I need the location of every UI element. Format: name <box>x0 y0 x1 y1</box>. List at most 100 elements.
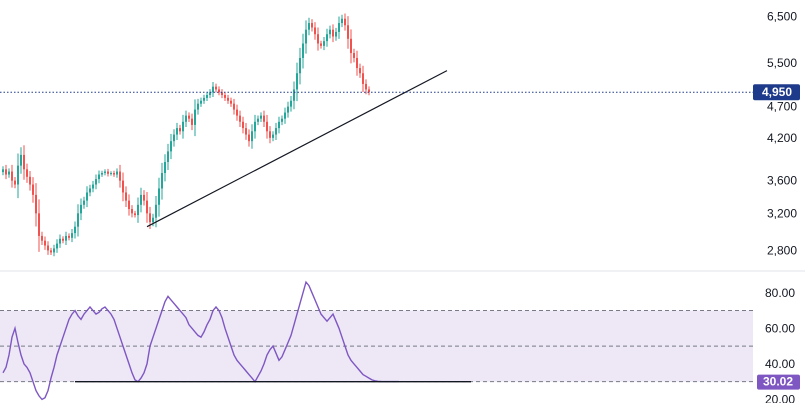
candle-body <box>113 173 115 175</box>
candle-body <box>203 97 205 101</box>
candle-body <box>305 29 307 44</box>
candle-body <box>293 89 295 101</box>
candle-body <box>350 38 352 54</box>
candle-body <box>299 57 301 74</box>
candle-body <box>314 27 316 35</box>
candle-body <box>146 200 148 214</box>
candle-body <box>8 171 10 175</box>
candle-body <box>68 235 70 238</box>
candle-body <box>263 115 265 122</box>
candle-body <box>110 173 112 175</box>
candle-body <box>254 121 256 132</box>
candle-body <box>116 171 118 175</box>
candle-body <box>302 43 304 58</box>
candle-body <box>251 131 253 142</box>
candle-body <box>38 213 40 236</box>
candle-body <box>56 243 58 249</box>
candle-body <box>176 128 178 135</box>
candle-body <box>326 34 328 42</box>
candle-body <box>134 213 136 216</box>
price-axis-tick-label: 3,600 <box>767 174 797 188</box>
candle-body <box>59 238 61 244</box>
price-axis[interactable]: 6,500 5,500 4,700 4,200 3,600 3,200 2,800 <box>767 10 797 258</box>
candle-body <box>290 100 292 107</box>
candle-body <box>245 128 247 135</box>
candle-body <box>269 131 271 138</box>
price-axis-tick-label: 4,700 <box>767 100 797 114</box>
rsi-value-badge: 30.02 <box>757 374 800 390</box>
candle-body <box>266 121 268 132</box>
candle-body <box>365 83 367 90</box>
rsi-value-badge-background <box>757 374 800 390</box>
candle-body <box>329 29 331 35</box>
rsi-value-badge-label: 30.02 <box>763 375 793 389</box>
rsi-axis-tick-label: 80.00 <box>765 286 795 300</box>
candle-body <box>101 173 103 175</box>
candle-body <box>104 171 106 174</box>
candle-body <box>224 95 226 98</box>
candle-body <box>239 115 241 122</box>
candle-body <box>65 235 67 241</box>
price-axis-tick-label: 6,500 <box>767 10 797 24</box>
candle-body <box>77 213 79 227</box>
candle-body <box>173 134 175 142</box>
price-axis-tick-label: 3,200 <box>767 206 797 220</box>
candle-body <box>95 179 97 185</box>
candle-body <box>53 248 55 253</box>
price-axis-tick-label: 5,500 <box>767 56 797 70</box>
candle-body <box>119 171 121 181</box>
candle-body <box>335 31 337 37</box>
candle-body <box>35 194 37 214</box>
candle-body <box>32 184 34 195</box>
candle-body <box>2 169 4 173</box>
candle-body <box>215 86 217 90</box>
candle-body <box>62 238 64 241</box>
candle-body <box>14 180 16 185</box>
candle-body <box>212 86 214 93</box>
candle-body <box>353 53 355 58</box>
candle-body <box>260 115 262 119</box>
price-pane: 6,500 5,500 4,700 4,200 3,600 3,200 2,800 4,95… <box>0 10 805 272</box>
candle-body <box>17 165 19 185</box>
candle-body <box>50 250 52 253</box>
candle-body <box>11 171 13 181</box>
candle-body <box>20 154 22 166</box>
rsi-axis-tick-label: 40.00 <box>765 357 795 371</box>
candle-body <box>137 204 139 216</box>
candle-body <box>356 57 358 69</box>
candle-body <box>191 118 193 125</box>
candle-body <box>197 103 199 110</box>
candles <box>2 13 370 257</box>
candle-body <box>125 192 127 201</box>
candle-body <box>170 141 172 152</box>
rsi-axis-tick-label: 20.00 <box>765 392 795 403</box>
candle-body <box>47 245 49 251</box>
candle-body <box>185 115 187 122</box>
candle-body <box>308 23 310 30</box>
candle-body <box>26 169 28 177</box>
rsi-axis[interactable]: 80.00 60.00 40.00 20.00 <box>765 286 795 403</box>
candle-body <box>92 184 94 189</box>
candle-body <box>86 192 88 201</box>
candle-body <box>296 73 298 90</box>
candle-body <box>368 89 370 93</box>
candle-body <box>23 154 25 170</box>
candle-body <box>5 169 7 175</box>
candle-body <box>107 171 109 174</box>
candle-body <box>164 162 166 174</box>
rsi-axis-tick-label: 60.00 <box>765 321 795 335</box>
candle-body <box>143 194 145 201</box>
price-trendline[interactable] <box>146 70 448 228</box>
candle-body <box>128 200 130 210</box>
candle-body <box>122 180 124 193</box>
candle-body <box>287 106 289 113</box>
candle-body <box>179 128 181 132</box>
candle-body <box>140 194 142 205</box>
candle-body <box>275 128 277 135</box>
candle-body <box>41 235 43 241</box>
candle-body <box>320 43 322 46</box>
candle-body <box>242 121 244 129</box>
candle-body <box>44 240 46 246</box>
candle-body <box>218 89 220 93</box>
